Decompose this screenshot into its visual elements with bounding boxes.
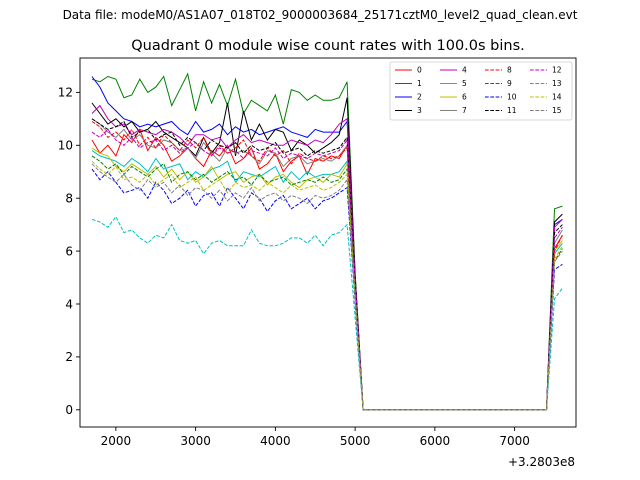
y-tick-label: 0: [65, 403, 73, 417]
legend-label-15: 15: [552, 106, 562, 115]
series-line-7: [91, 118, 563, 411]
series-line-13: [91, 215, 563, 411]
y-tick-label: 12: [58, 86, 73, 100]
series-line-14: [91, 160, 563, 411]
legend-label-6: 6: [462, 93, 467, 102]
legend-label-8: 8: [507, 66, 512, 75]
x-tick-label: 7000: [499, 434, 530, 448]
x-tick-label: 5000: [340, 434, 371, 448]
series-line-2: [91, 76, 563, 411]
legend-label-13: 13: [552, 79, 562, 88]
y-tick-label: 6: [65, 244, 73, 258]
x-tick-label: 3000: [180, 434, 211, 448]
legend-label-7: 7: [462, 106, 467, 115]
legend-box: [389, 61, 573, 121]
legend-label-1: 1: [417, 79, 422, 88]
legend-label-0: 0: [417, 66, 422, 75]
legend-label-9: 9: [507, 79, 512, 88]
plot-frame: [79, 57, 577, 428]
legend-label-10: 10: [507, 93, 517, 102]
legend-label-11: 11: [507, 106, 517, 115]
x-tick-label: 2000: [101, 434, 132, 448]
legend-label-12: 12: [552, 66, 562, 75]
series-layer: [91, 72, 563, 411]
legend-label-3: 3: [417, 106, 422, 115]
y-tick-label: 2: [65, 350, 73, 364]
figure-suptitle: Data file: modeM0/AS1A07_018T02_90000036…: [62, 8, 578, 22]
series-line-11: [91, 118, 563, 411]
y-tick-label: 4: [65, 297, 73, 311]
series-line-9: [91, 155, 563, 411]
chart-title: Quadrant 0 module wise count rates with …: [131, 38, 525, 54]
legend-label-2: 2: [417, 93, 422, 102]
legend-label-5: 5: [462, 79, 467, 88]
y-tick-label: 10: [58, 139, 73, 153]
x-tick-label: 4000: [260, 434, 291, 448]
series-line-6: [91, 147, 563, 411]
legend-label-14: 14: [552, 93, 562, 102]
y-tick-label: 8: [65, 191, 73, 205]
series-line-0: [91, 128, 563, 411]
series-line-4: [91, 104, 563, 411]
x-offset-label: +3.2803e8: [508, 455, 575, 469]
series-line-10: [91, 168, 563, 411]
legend-label-4: 4: [462, 66, 467, 75]
series-line-15: [91, 163, 563, 411]
series-line-12: [91, 128, 563, 411]
x-tick-label: 6000: [420, 434, 451, 448]
